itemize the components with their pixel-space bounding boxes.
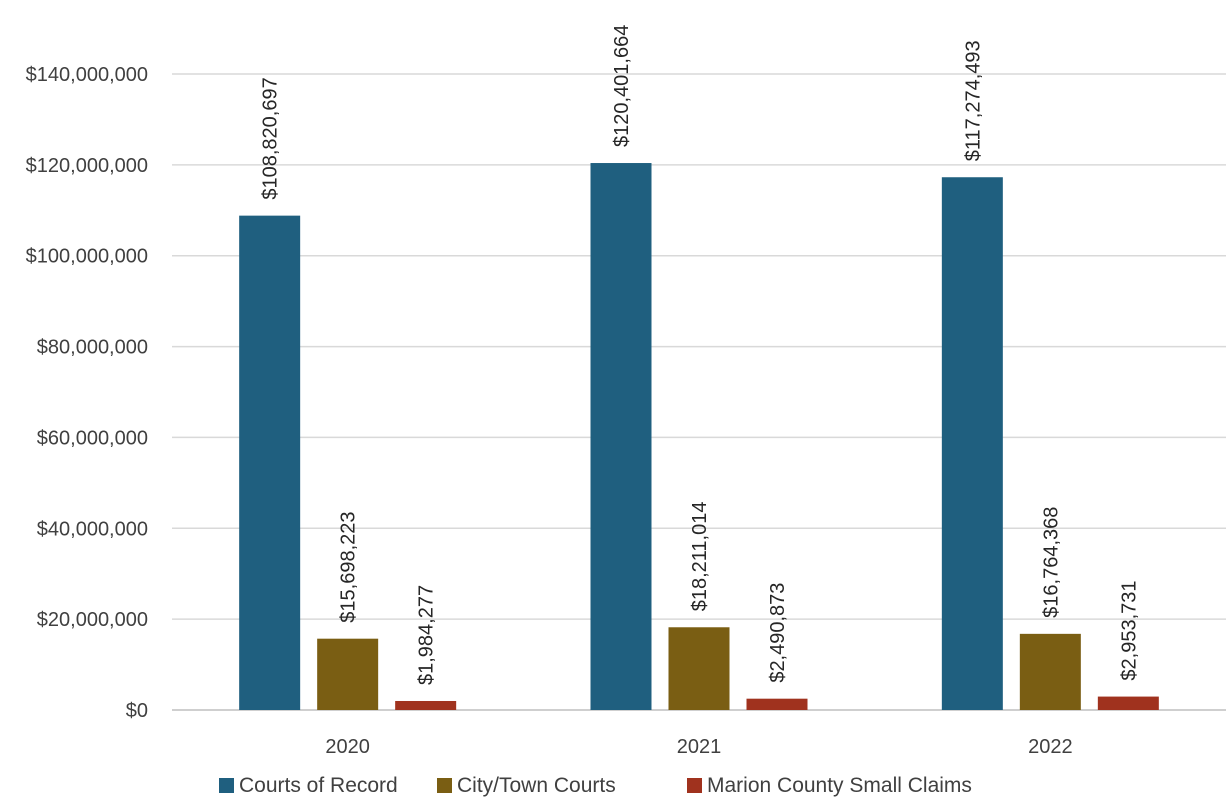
data-label: $117,274,493 (962, 40, 984, 161)
bar-marion-county-small-claims-2020 (395, 700, 457, 710)
data-label: $2,953,731 (1118, 580, 1140, 680)
data-label: $108,820,697 (260, 77, 282, 199)
bar-courts-of-record-2022 (941, 177, 1003, 710)
bar-courts-of-record-2020 (239, 215, 301, 710)
x-axis-tick-labels: 2020 2021 2022 (325, 736, 1072, 758)
bars (239, 163, 1159, 710)
x-tick-label: 2020 (325, 736, 370, 758)
y-axis-tick-labels: $0 $20,000,000 $40,000,000 $60,000,000 $80,0… (26, 64, 148, 722)
gridlines (172, 73, 1226, 711)
legend: Courts of Record City/Town Courts Marion C… (219, 774, 972, 797)
y-tick-label: $0 (126, 700, 148, 722)
data-label: $2,490,873 (767, 583, 789, 683)
y-tick-label: $80,000,000 (37, 337, 148, 359)
data-labels: $108,820,697 $15,698,223 $1,984,277 $120,40… (260, 25, 1141, 685)
bar-city-town-courts-2020 (317, 638, 379, 710)
bar-courts-of-record-2021 (590, 163, 652, 710)
bar-city-town-courts-2021 (668, 627, 730, 710)
bar-city-town-courts-2022 (1019, 633, 1081, 710)
legend-label: Marion County Small Claims (707, 774, 972, 797)
bar-marion-county-small-claims-2021 (746, 698, 808, 710)
data-label: $16,764,368 (1040, 507, 1062, 618)
data-label: $1,984,277 (416, 585, 438, 685)
y-tick-label: $140,000,000 (26, 64, 148, 86)
legend-swatch (437, 778, 452, 793)
x-tick-label: 2022 (1028, 736, 1073, 758)
legend-label: Courts of Record (239, 774, 398, 797)
bar-marion-county-small-claims-2022 (1097, 696, 1159, 710)
x-tick-label: 2021 (677, 736, 722, 758)
y-tick-label: $20,000,000 (37, 609, 148, 631)
data-label: $120,401,664 (611, 25, 633, 147)
y-tick-label: $60,000,000 (37, 427, 148, 449)
legend-swatch (687, 778, 702, 793)
data-label: $15,698,223 (338, 511, 360, 622)
data-label: $18,211,014 (689, 502, 711, 612)
legend-swatch (219, 778, 234, 793)
y-tick-label: $120,000,000 (26, 155, 148, 177)
y-tick-label: $100,000,000 (26, 246, 148, 268)
y-tick-label: $40,000,000 (37, 518, 148, 540)
legend-label: City/Town Courts (457, 774, 616, 797)
